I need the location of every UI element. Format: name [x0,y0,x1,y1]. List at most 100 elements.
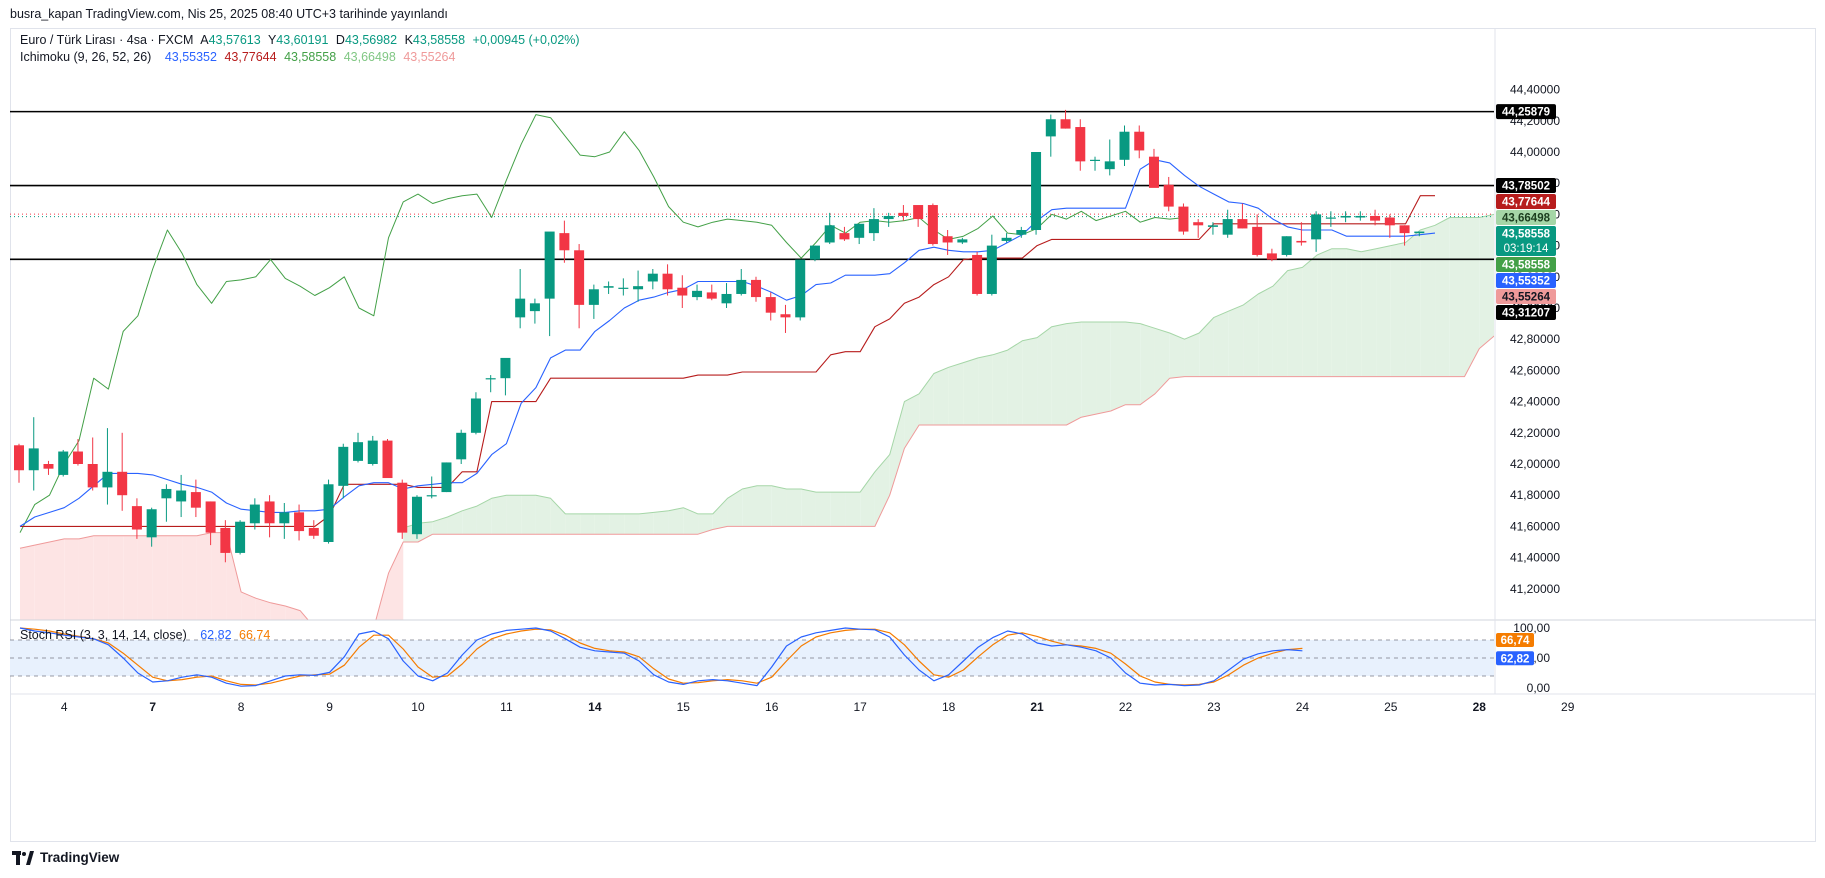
price-tick: 42,00000 [1510,457,1560,471]
publisher-caption: busra_kapan TradingView.com, Nis 25, 202… [10,7,448,21]
candle-body [765,297,776,313]
candle-body [1281,236,1292,255]
cloud-segment [1405,230,1421,377]
price-label-box [1496,210,1556,226]
cloud-segment [860,471,875,527]
cloud-segment [742,485,757,527]
candle-body [986,245,997,294]
stoch-label[interactable]: Stoch RSI (3, 3, 14, 14, close) [20,628,187,642]
cloud-segment [1272,270,1288,377]
cloud-segment [653,510,669,535]
time-axis: 4 7 8 9 10 11 14 15 16 17 18 21 22 23 24 25 28 29 [61,700,1575,714]
candle-body [338,446,349,486]
candle-body [1237,219,1248,229]
candle-body [1193,222,1204,226]
candle-body [146,509,157,538]
cloud-segment [1376,245,1391,377]
candle-body [1399,225,1410,234]
candle-body [72,451,83,464]
cloud-segment [1169,332,1185,379]
candle-body [692,290,703,298]
time-tick: 4 [61,700,68,714]
cloud-segment [1361,248,1377,377]
time-tick: 24 [1296,700,1310,714]
candle-body [824,225,835,243]
candle-body [1355,215,1366,218]
cloud-segment [757,485,772,527]
time-tick: 14 [588,700,602,714]
stoch-k-line [19,627,1303,687]
price-label-box [1496,257,1556,273]
candle-body [411,496,422,535]
candle-body [470,398,481,433]
stoch-band-fill [10,640,1494,676]
time-tick: 18 [942,700,956,714]
price-label-text: 43,78502 [1502,181,1550,193]
candle-body [868,219,879,234]
ohlc-high: 43,60191 [276,33,329,47]
candle-body [1148,156,1159,188]
candle-body [249,504,260,524]
candle-body [1060,119,1071,129]
time-tick: 25 [1384,700,1398,714]
ohlc-close: 43,58558 [412,33,466,47]
ohlc-open: 43,57613 [208,33,261,47]
price-label-text: 43,55264 [1502,292,1551,304]
senkou-span-b-line [19,335,1494,620]
cloud-segment [78,535,94,620]
symbol-title[interactable]: Euro / Türk Lirası · 4sa · FXCM [20,33,194,47]
cloud-segment [462,506,477,535]
cloud-segment [815,492,831,527]
cloud-segment [919,373,934,425]
candle-body [677,287,688,296]
cloud-segment [948,362,964,425]
candle-body [279,512,290,524]
cloud-segment [1125,322,1141,405]
cloud-segment [1302,254,1318,377]
candle-body [603,286,614,288]
candle-body [588,289,599,305]
time-tick: 23 [1207,700,1221,714]
kijun-sen-line [20,195,1435,527]
cloud-segment [668,507,684,535]
cloud-segment [771,485,787,527]
cloud-segment [64,538,79,620]
cloud-segment [889,401,905,496]
candle-body [736,279,747,294]
candle-body [43,464,54,469]
candle-body [456,432,467,460]
cloud-segment [904,393,920,449]
candle-body [1311,214,1322,240]
cloud-segment [491,495,507,535]
candle-body [14,445,24,471]
candle-body [1163,184,1174,207]
price-tick: 42,20000 [1510,426,1560,440]
ohlc-open-key: A [200,33,209,47]
cloud-segment [1258,286,1273,377]
chikou-span-line [19,114,1185,533]
candles [14,109,1425,563]
cloud-segment [167,535,183,620]
price-tick: 42,80000 [1510,332,1560,346]
cloud-segment [1331,248,1347,377]
price-tick: 44,40000 [1510,83,1560,97]
cloud-segment [727,488,743,527]
ichimoku-kijun-value: 43,77644 [224,50,277,64]
ichimoku-label[interactable]: Ichimoku (9, 26, 52, 26) [20,50,152,64]
candle-body [264,501,275,524]
candle-body [176,490,187,502]
cloud-segment [330,628,345,636]
horizontal-levels [10,28,1816,695]
cloud-segment [137,535,153,620]
candle-body [662,273,673,290]
time-tick: 8 [238,700,245,714]
price-label-box [1496,305,1556,321]
candle-body [854,223,865,238]
candle-body [1222,219,1233,235]
cloud-segment [978,354,993,425]
candle-body [1384,217,1395,226]
stoch-d-line [19,627,1303,686]
cloud-segment [1199,317,1214,377]
cloud-segment [226,532,242,620]
